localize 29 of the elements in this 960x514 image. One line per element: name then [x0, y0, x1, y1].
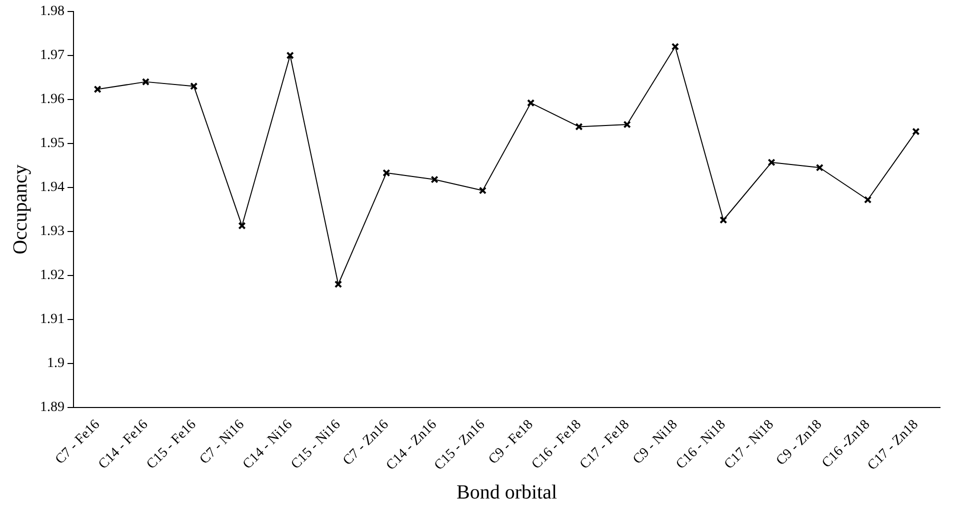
point: [864, 196, 872, 204]
point: [142, 78, 150, 86]
y-tick-label: 1.9: [47, 356, 64, 372]
y-tick-label: 1.89: [40, 400, 64, 416]
point: [720, 216, 728, 224]
point: [286, 52, 294, 60]
point: [671, 42, 680, 50]
y-tick-label: 1.98: [40, 4, 64, 20]
y-tick-label: 1.94: [40, 180, 64, 196]
point: [526, 99, 535, 107]
point: [94, 85, 102, 94]
y-tick-label: 1.92: [40, 268, 64, 284]
point: [382, 169, 390, 177]
point: [238, 222, 246, 230]
point: [334, 280, 342, 288]
y-tick-label: 1.91: [40, 312, 64, 328]
y-tick-label: 1.96: [40, 92, 64, 108]
point: [575, 122, 583, 131]
y-tick-label: 1.97: [40, 48, 64, 64]
x-axis-title: Bond orbital: [456, 481, 558, 504]
point: [816, 164, 824, 172]
y-tick-label: 1.95: [40, 136, 64, 152]
point: [768, 158, 776, 166]
point: [478, 186, 487, 194]
y-tick-label: 1.93: [40, 224, 64, 240]
point: [623, 120, 631, 128]
point: [190, 82, 198, 90]
point: [430, 176, 438, 184]
y-axis-title: Occupancy: [9, 164, 32, 254]
